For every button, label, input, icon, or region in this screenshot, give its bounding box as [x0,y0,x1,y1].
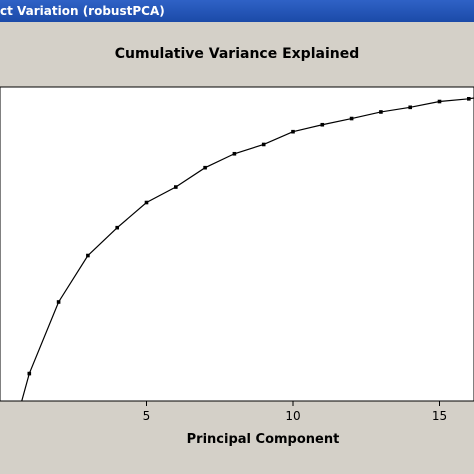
data-point [232,151,237,156]
x-tick-label: 10 [285,409,300,423]
x-axis-label: Principal Component [187,432,340,447]
data-point [261,142,266,147]
data-point [174,185,178,189]
series-line [21,97,474,401]
window-title: ct Variation (robustPCA) [0,4,165,18]
data-point [56,300,61,304]
data-point [27,371,32,376]
x-tick-label: 15 [432,409,447,423]
data-point [408,105,412,110]
data-point [467,97,471,101]
plot-area [0,86,474,402]
data-point [86,253,90,258]
data-point [291,129,295,134]
x-tick-label: 5 [143,409,151,423]
data-point [203,165,207,170]
chart-title: Cumulative Variance Explained [114,46,360,62]
data-point [320,122,325,127]
data-point [349,116,354,121]
data-point [379,110,383,114]
window-title-bar[interactable]: ct Variation (robustPCA) [0,0,474,22]
data-point [115,225,119,230]
data-point [144,200,149,205]
data-point [437,99,442,104]
